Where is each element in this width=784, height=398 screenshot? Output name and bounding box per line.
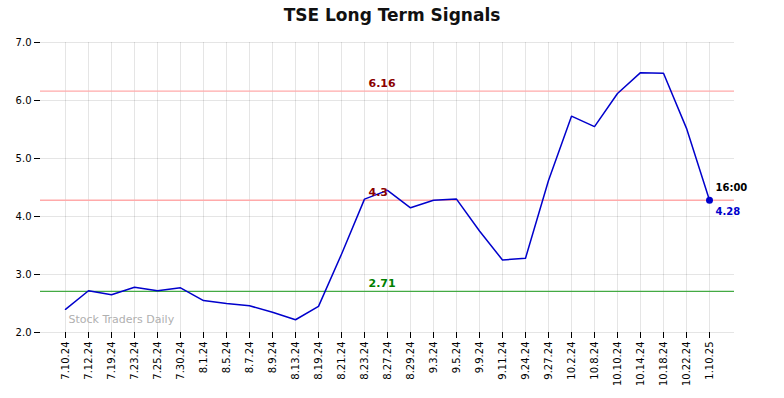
svg-text:16:00: 16:00 [716,182,748,193]
svg-text:8.13.24: 8.13.24 [290,342,301,380]
svg-text:7.23.24: 7.23.24 [129,342,140,380]
html-text:TSE Long Term Signals: TSE Long Term Signals [283,5,501,25]
svg-text:7.19.24: 7.19.24 [106,342,117,380]
svg-text:2.0: 2.0 [16,327,32,338]
svg-text:8.21.24: 8.21.24 [336,342,347,380]
svg-text:6.0: 6.0 [16,95,32,106]
svg-text:1.10.25: 1.10.25 [704,342,715,380]
svg-text:7.30.24: 7.30.24 [175,342,186,380]
svg-text:10.8.24: 10.8.24 [589,342,600,380]
svg-text:8.7.24: 8.7.24 [244,342,255,374]
svg-text:9.5.24: 9.5.24 [451,342,462,374]
svg-text:10.2.24: 10.2.24 [566,342,577,380]
svg-text:6.16: 6.16 [369,77,396,90]
svg-text:4.28: 4.28 [716,206,741,217]
svg-text:8.27.24: 8.27.24 [382,342,393,380]
svg-text:2.71: 2.71 [369,277,396,290]
svg-text:9.3.24: 9.3.24 [428,342,439,374]
svg-text:Stock Traders Daily: Stock Traders Daily [69,313,175,326]
svg-text:10.18.24: 10.18.24 [658,342,669,387]
svg-text:4.3: 4.3 [369,186,389,199]
svg-text:10.14.24: 10.14.24 [635,342,646,387]
svg-text:9.24.24: 9.24.24 [520,342,531,380]
svg-text:8.1.24: 8.1.24 [198,342,209,374]
svg-text:10.10.24: 10.10.24 [612,342,623,387]
svg-text:7.10.24: 7.10.24 [60,342,71,380]
svg-text:9.9.24: 9.9.24 [474,342,485,374]
svg-text:8.23.24: 8.23.24 [359,342,370,380]
svg-text:9.11.24: 9.11.24 [497,342,508,380]
svg-text:5.0: 5.0 [16,153,32,164]
svg-text:10.22.24: 10.22.24 [681,342,692,387]
svg-text:7.25.24: 7.25.24 [152,342,163,380]
svg-text:7.12.24: 7.12.24 [83,342,94,380]
svg-text:4.0: 4.0 [16,211,32,222]
svg-text:8.29.24: 8.29.24 [405,342,416,380]
svg-text:9.27.24: 9.27.24 [543,342,554,380]
svg-text:8.9.24: 8.9.24 [267,342,278,374]
svg-text:3.0: 3.0 [16,269,32,280]
svg-text:8.19.24: 8.19.24 [313,342,324,380]
svg-text:8.5.24: 8.5.24 [221,342,232,374]
svg-text:7.0: 7.0 [16,37,32,48]
